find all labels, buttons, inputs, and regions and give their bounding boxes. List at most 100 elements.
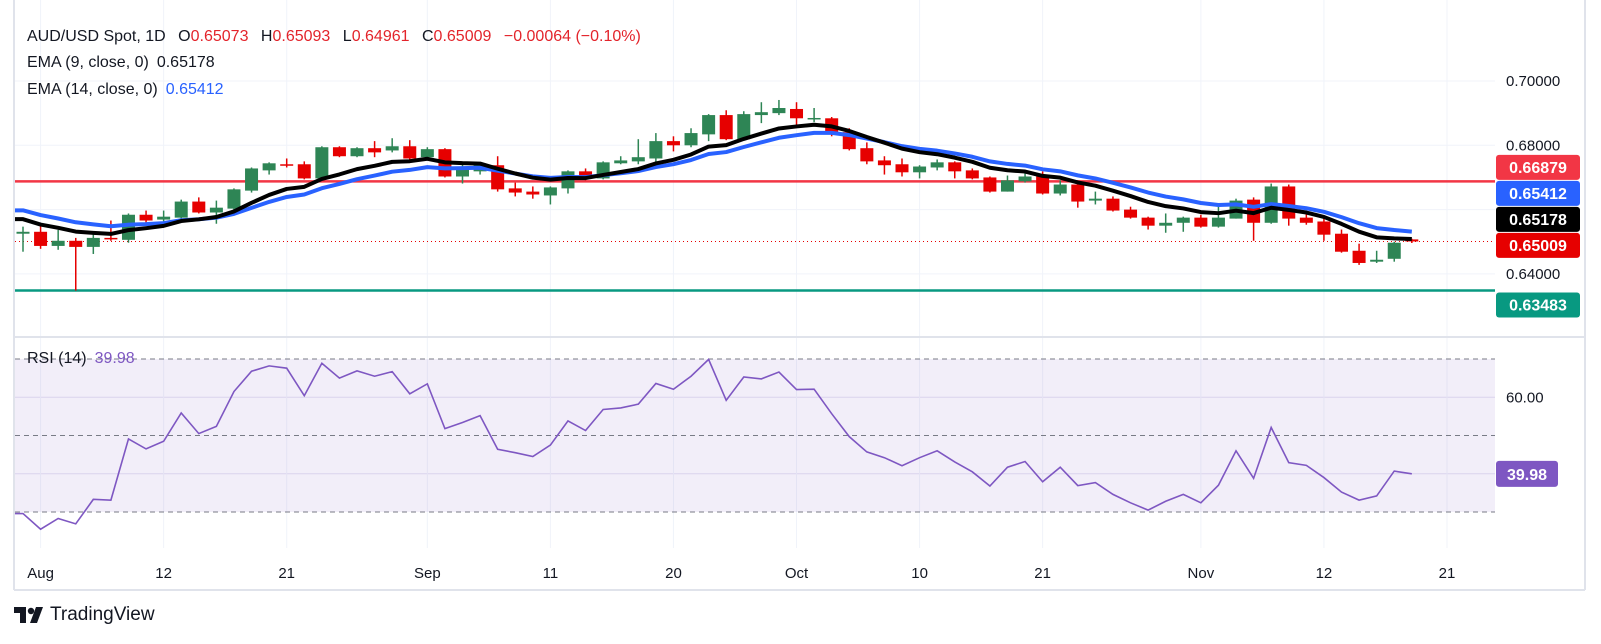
candle-body bbox=[737, 114, 751, 140]
rsi-axis[interactable]: 60.00 39.98 bbox=[1496, 389, 1558, 487]
time-tick-label: 21 bbox=[1034, 565, 1051, 582]
candle-body bbox=[1036, 176, 1050, 194]
candle-body bbox=[69, 240, 83, 247]
price-badge-text: 0.65009 bbox=[1509, 238, 1567, 255]
ema9-legend[interactable]: EMA (9, close, 0) 0.65178 bbox=[27, 53, 215, 73]
candle bbox=[1000, 175, 1014, 192]
chart-frame bbox=[13, 0, 1586, 591]
time-tick-label: 12 bbox=[155, 565, 172, 582]
candle-body bbox=[86, 237, 100, 247]
candle-body bbox=[1299, 217, 1313, 223]
candle bbox=[104, 220, 118, 241]
candle bbox=[895, 158, 909, 177]
symbol-title[interactable]: AUD/USD Spot, 1D bbox=[27, 28, 166, 45]
candle-body bbox=[139, 214, 153, 221]
candle bbox=[456, 162, 469, 184]
candle bbox=[631, 139, 645, 165]
price-badge-resistance[interactable]: 0.66879 bbox=[1496, 154, 1580, 180]
candle-body bbox=[420, 149, 434, 158]
price-badge-bg bbox=[1496, 154, 1580, 180]
price-badge-bg bbox=[1496, 232, 1580, 258]
candle-body bbox=[1370, 259, 1384, 262]
candle bbox=[51, 229, 65, 250]
candle-body bbox=[315, 147, 329, 179]
time-axis[interactable]: Aug 12 21 Sep 11 20 Oct 10 21 Nov 12 21 bbox=[27, 565, 1455, 582]
time-tick-label: 21 bbox=[278, 565, 295, 582]
rsi-badge-text: 39.98 bbox=[1507, 467, 1547, 484]
candle bbox=[790, 102, 804, 128]
candle bbox=[930, 159, 944, 171]
candle bbox=[543, 186, 557, 205]
candle bbox=[385, 138, 399, 153]
tradingview-logo[interactable]: TradingView bbox=[14, 604, 155, 626]
candle-body bbox=[579, 171, 593, 179]
rsi-tick-label: 60.00 bbox=[1506, 389, 1544, 406]
candle-body bbox=[1317, 221, 1331, 235]
rsi-legend[interactable]: RSI (14) 39.98 bbox=[27, 349, 135, 369]
candle-body bbox=[719, 115, 733, 140]
candle bbox=[983, 176, 997, 193]
candle bbox=[280, 158, 294, 168]
candle bbox=[1229, 198, 1243, 219]
candle bbox=[561, 170, 575, 194]
open-value: 0.65073 bbox=[190, 28, 249, 45]
candle-body bbox=[684, 133, 698, 146]
candle bbox=[209, 200, 223, 224]
candle-body bbox=[368, 148, 382, 153]
price-badge-text: 0.63483 bbox=[1509, 298, 1567, 315]
price-axis[interactable]: 0.70000 0.68000 0.64000 0.66879 0.65412 0.651… bbox=[1496, 73, 1580, 318]
price-badge-support[interactable]: 0.63483 bbox=[1496, 292, 1580, 318]
candle bbox=[614, 156, 628, 165]
horizontal-levels[interactable] bbox=[15, 180, 1495, 292]
candle bbox=[139, 210, 153, 223]
candle-body bbox=[1352, 250, 1366, 263]
price-badge-ema9[interactable]: 0.65178 bbox=[1496, 206, 1580, 232]
ema9-label: EMA (9, close, 0) bbox=[27, 54, 149, 71]
candle bbox=[719, 110, 733, 141]
candle bbox=[86, 231, 100, 254]
candle-body bbox=[790, 108, 804, 119]
candle bbox=[1159, 213, 1173, 233]
candle bbox=[1194, 214, 1208, 228]
candle-body bbox=[614, 160, 628, 164]
candle-body bbox=[192, 201, 206, 213]
open-label: O bbox=[178, 28, 191, 45]
candle-body bbox=[702, 115, 716, 135]
candle-body bbox=[227, 189, 241, 209]
ema9-value: 0.65178 bbox=[156, 54, 215, 71]
candle-body bbox=[1071, 184, 1085, 202]
price-badge-last-price[interactable]: 0.65009 bbox=[1496, 232, 1580, 258]
candle-body bbox=[456, 166, 469, 177]
price-badge-bg bbox=[1496, 206, 1580, 232]
candle bbox=[860, 142, 874, 165]
candle-body bbox=[1088, 198, 1102, 201]
candles bbox=[16, 99, 1419, 291]
candle-body bbox=[1282, 186, 1296, 219]
candle bbox=[157, 210, 171, 223]
price-badge-bg bbox=[1496, 292, 1580, 318]
ema14-legend[interactable]: EMA (14, close, 0) 0.65412 bbox=[27, 80, 224, 100]
time-tick-label: 21 bbox=[1439, 565, 1456, 582]
candle bbox=[702, 114, 716, 142]
candle-body bbox=[1176, 217, 1190, 223]
candle bbox=[1352, 243, 1366, 265]
candle bbox=[16, 226, 30, 252]
candle-body bbox=[754, 112, 768, 116]
rsi-value-badge[interactable]: 39.98 bbox=[1496, 460, 1558, 487]
time-tick-label: 12 bbox=[1316, 565, 1333, 582]
price-badge-ema14[interactable]: 0.65412 bbox=[1496, 180, 1580, 206]
candle bbox=[1018, 172, 1032, 183]
price-badge-text: 0.65178 bbox=[1509, 212, 1567, 229]
price-tick-label: 0.68000 bbox=[1506, 137, 1560, 154]
candle bbox=[1071, 180, 1085, 208]
change-value: −0.00064 (−0.10%) bbox=[503, 28, 641, 45]
price-badge-text: 0.65412 bbox=[1509, 186, 1567, 203]
candle-body bbox=[403, 146, 417, 159]
close-value: 0.65009 bbox=[433, 28, 492, 45]
candle-body bbox=[1000, 180, 1014, 192]
low-label: L bbox=[342, 28, 352, 45]
candle-body bbox=[930, 162, 944, 168]
candle-body bbox=[649, 141, 663, 159]
candle bbox=[350, 147, 364, 158]
